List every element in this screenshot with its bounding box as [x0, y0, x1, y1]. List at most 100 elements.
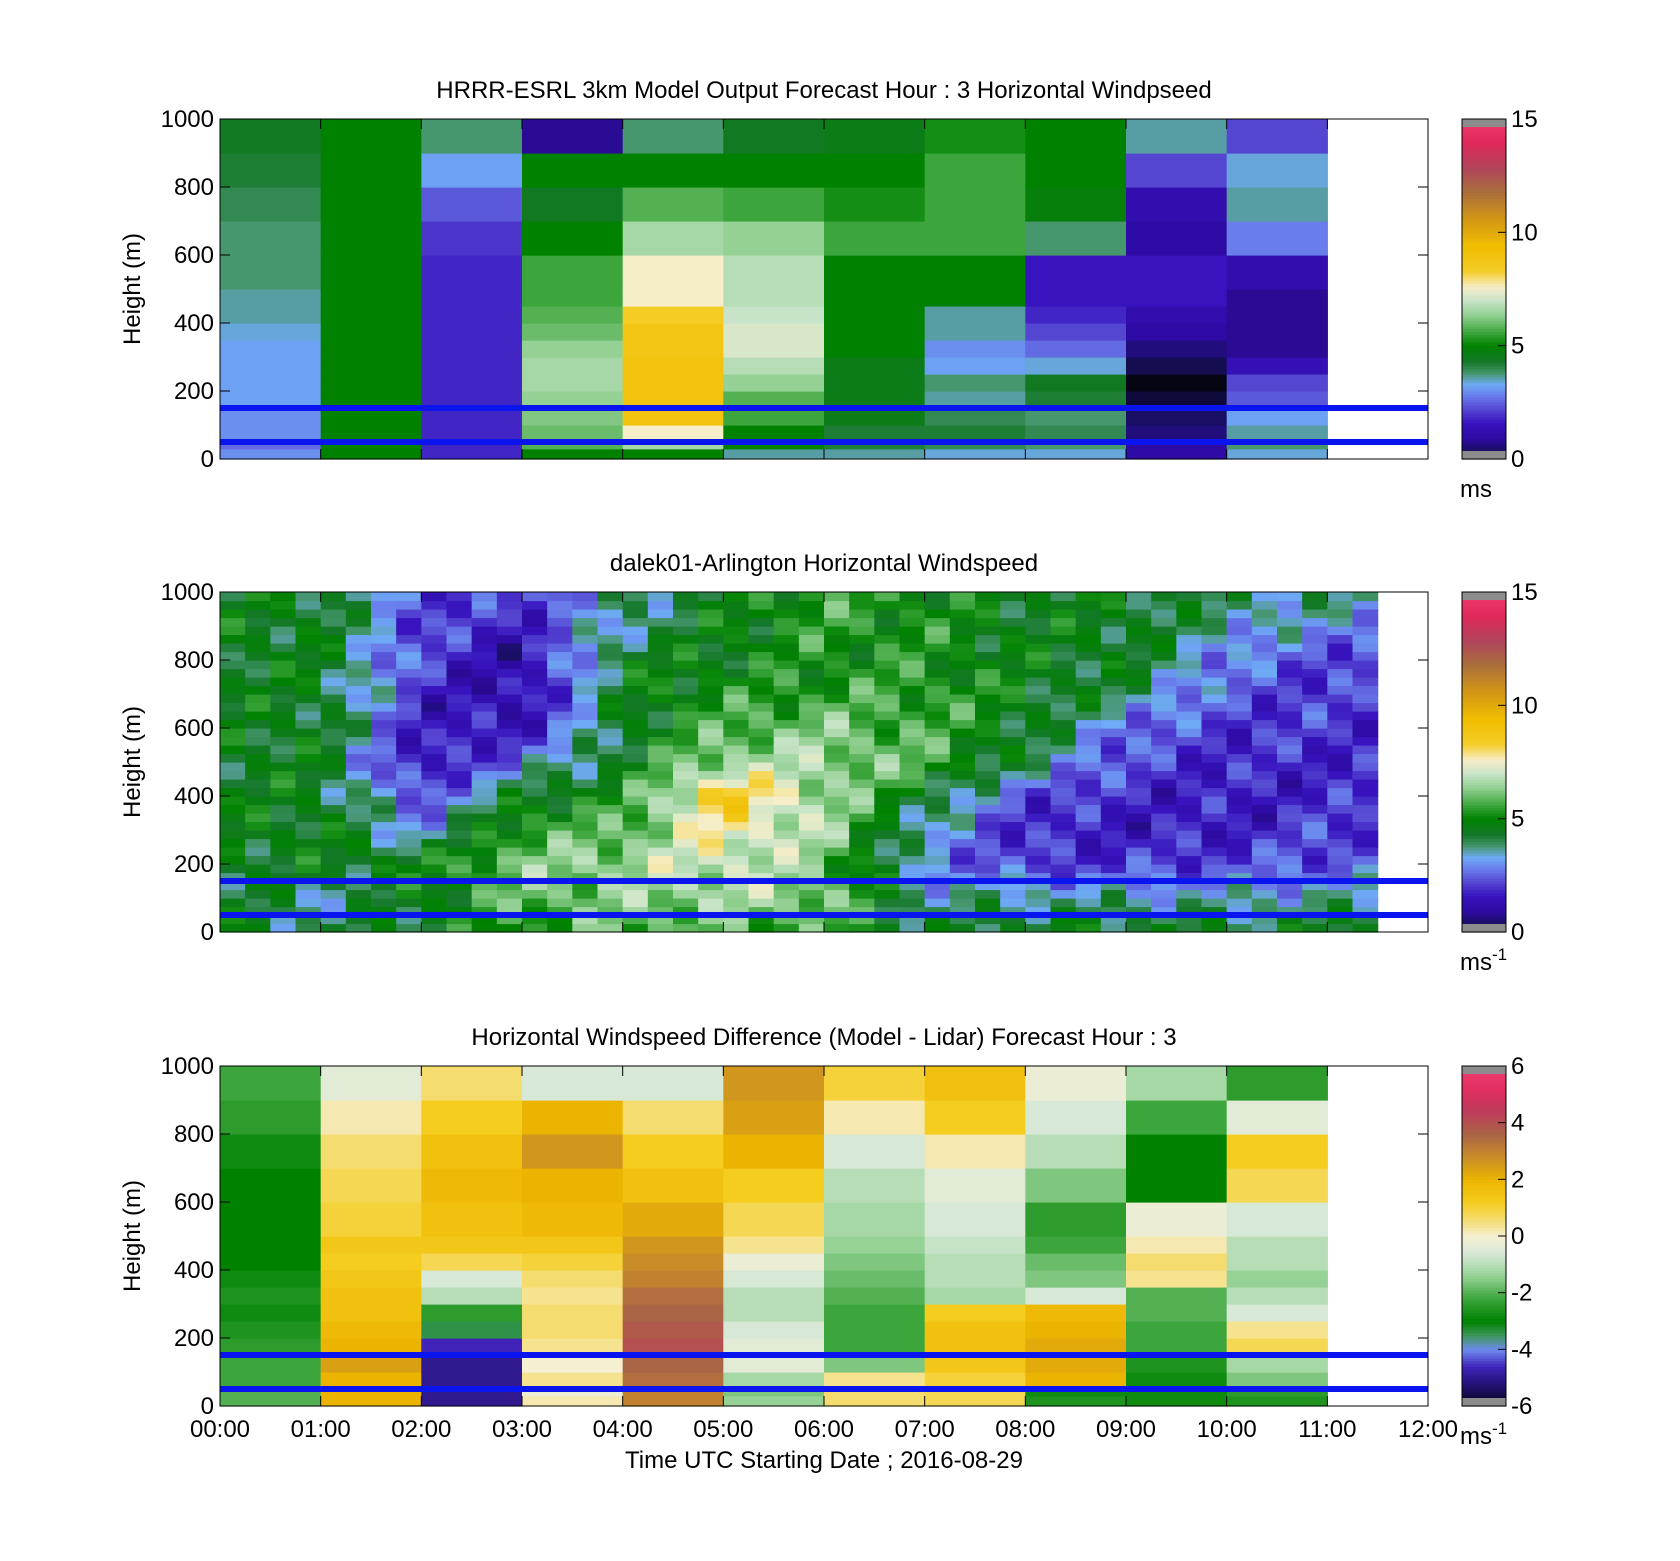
heatmap-cell: [1126, 677, 1152, 687]
heatmap-cell: [622, 872, 649, 882]
colorbar-swatch: [1462, 1117, 1506, 1121]
heatmap-cell: [798, 685, 825, 695]
heatmap-cell: [899, 634, 926, 644]
heatmap-cell: [723, 694, 750, 704]
heatmap-cell: [698, 855, 724, 865]
heatmap-cell: [849, 923, 875, 933]
heatmap-cell: [320, 762, 347, 772]
heatmap-cell: [522, 821, 548, 831]
heatmap-cell: [471, 855, 498, 865]
heatmap-cell: [446, 600, 473, 610]
heatmap-cell: [471, 881, 498, 891]
heatmap-cell: [446, 898, 473, 908]
heatmap-cell: [1302, 898, 1328, 908]
colorbar-swatch: [1462, 1102, 1506, 1107]
heatmap-cell: [597, 711, 624, 721]
heatmap-cell: [773, 762, 800, 772]
colorbar-swatch: [1462, 849, 1506, 854]
heatmap-cell: [698, 847, 724, 857]
heatmap-cell: [522, 736, 548, 746]
heatmap-cell: [1302, 779, 1328, 789]
heatmap-cell: [723, 1168, 825, 1203]
heatmap-cell: [622, 906, 649, 916]
colorbar-swatch: [1462, 917, 1506, 922]
heatmap-cell: [1176, 634, 1203, 644]
y-tick-label: 0: [201, 1393, 214, 1420]
heatmap-cell: [1025, 872, 1052, 882]
heatmap-cell: [874, 898, 901, 908]
x-tick-label: 04:00: [593, 1416, 653, 1443]
heatmap-cell: [723, 425, 825, 440]
heatmap-cell: [522, 889, 548, 899]
heatmap-cell: [773, 855, 800, 865]
heatmap-cell: [1251, 626, 1278, 636]
heatmap-cell: [1025, 1100, 1127, 1135]
heatmap-cell: [647, 804, 674, 814]
colorbar-swatch: [1462, 708, 1506, 712]
heatmap-cell: [1327, 796, 1354, 806]
heatmap-cell: [1151, 711, 1177, 721]
heatmap-cell: [622, 374, 724, 392]
heatmap-cell: [1201, 677, 1228, 687]
heatmap-cell: [723, 1066, 825, 1101]
heatmap-cell: [1277, 906, 1303, 916]
colorbar-swatch: [1462, 252, 1506, 256]
heatmap-cell: [622, 1304, 724, 1322]
heatmap-cell: [748, 838, 775, 848]
heatmap-cell: [1226, 634, 1253, 644]
heatmap-cell: [446, 872, 473, 882]
heatmap-cell: [421, 881, 448, 891]
heatmap-cell: [1075, 626, 1102, 636]
heatmap-cell: [1201, 770, 1228, 780]
heatmap-cell: [849, 821, 875, 831]
heatmap-cell: [824, 391, 926, 409]
heatmap-cell: [622, 668, 649, 678]
heatmap-cell: [849, 787, 875, 797]
heatmap-cell: [874, 694, 901, 704]
colorbar-swatch: [1462, 1165, 1506, 1169]
heatmap-cell: [773, 719, 800, 729]
colorbar-swatch: [1462, 660, 1506, 664]
heatmap-cell: [1302, 864, 1328, 874]
heatmap-cell: [446, 889, 473, 899]
heatmap-cell: [572, 617, 599, 627]
heatmap-cell: [622, 685, 649, 695]
heatmap-cell: [874, 753, 901, 763]
heatmap-cell: [1251, 770, 1278, 780]
colorbar-swatch: [1462, 1366, 1506, 1370]
heatmap-cell: [748, 702, 775, 712]
heatmap-cell: [1201, 660, 1228, 670]
heatmap-cell: [1352, 617, 1379, 627]
heatmap-cell: [522, 1287, 624, 1305]
heatmap-cell: [949, 617, 976, 627]
heatmap-cell: [1126, 668, 1152, 678]
heatmap-cell: [824, 255, 926, 290]
y-tick-label: 1000: [161, 1053, 214, 1080]
heatmap-cell: [371, 651, 397, 661]
heatmap-cell: [924, 1395, 1026, 1407]
heatmap-cell: [1100, 609, 1127, 619]
heatmap-cell: [220, 711, 246, 721]
heatmap-cell: [522, 289, 624, 307]
heatmap-cell: [723, 711, 750, 721]
heatmap-cell: [270, 855, 297, 865]
heatmap-cell: [773, 626, 800, 636]
heatmap-cell: [975, 626, 1001, 636]
heatmap-cell: [597, 906, 624, 916]
heatmap-cell: [924, 796, 951, 806]
heatmap-cell: [371, 813, 397, 823]
heatmap-cell: [723, 1270, 825, 1288]
heatmap-cell: [220, 685, 246, 695]
heatmap-cell: [773, 821, 800, 831]
heatmap-cell: [496, 881, 523, 891]
heatmap-cell: [975, 728, 1001, 738]
heatmap-cell: [798, 898, 825, 908]
heatmap-cell: [849, 651, 875, 661]
heatmap-cell: [371, 770, 397, 780]
heatmap-cell: [949, 889, 976, 899]
heatmap-cell: [647, 677, 674, 687]
heatmap-cell: [1327, 651, 1354, 661]
heatmap-cell: [673, 753, 699, 763]
heatmap-cell: [320, 340, 422, 358]
heatmap-cell: [320, 677, 347, 687]
